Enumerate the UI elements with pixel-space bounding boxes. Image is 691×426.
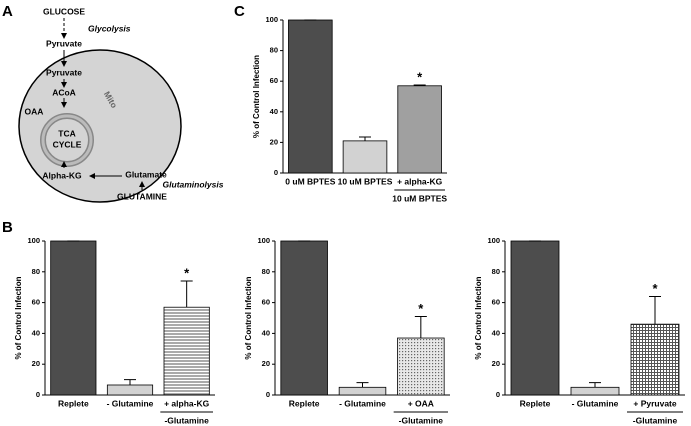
process-label: Glutaminolysis: [163, 179, 224, 189]
x-tick-label: Replete: [58, 398, 89, 408]
significance-marker: *: [652, 281, 658, 296]
x-tick-label: - Glutamine: [572, 398, 619, 408]
node-label: Pyruvate: [46, 38, 82, 48]
y-tick-label: 40: [270, 107, 278, 116]
bar: [397, 337, 445, 396]
error-bar: [124, 379, 136, 385]
y-tick-label: 60: [492, 298, 500, 307]
bar: [280, 240, 328, 396]
group-label: -Glutamine: [633, 415, 678, 425]
node-label: Pyruvate: [46, 67, 82, 77]
node-label: GLUCOSE: [43, 6, 85, 16]
node-label: OAA: [25, 106, 44, 116]
x-tick-label: - Glutamine: [107, 398, 154, 408]
x-tick-label: 0 uM BPTES: [285, 176, 335, 186]
node-label: Alpha-KG: [42, 170, 82, 180]
y-tick-label: 40: [262, 328, 270, 337]
bar: [338, 386, 387, 396]
bar: [288, 19, 333, 174]
bar: [106, 384, 154, 396]
cycle-label: CYCLE: [53, 139, 82, 149]
bar: [50, 240, 97, 396]
y-tick-label: 40: [492, 328, 500, 337]
bar: [630, 323, 680, 396]
y-tick-label: 100: [257, 236, 270, 245]
y-tick-label: 80: [492, 267, 500, 276]
y-tick-label: 60: [32, 298, 40, 307]
error-bar: [414, 315, 427, 339]
panel-label: B: [2, 219, 13, 236]
pathway-diagram: GLUCOSE Glycolysis Pyruvate Pyruvate ACo…: [18, 6, 224, 203]
x-tick-label: - Glutamine: [339, 398, 386, 408]
significance-marker: *: [417, 69, 423, 84]
bar: [510, 240, 560, 396]
y-axis-label: % of Control Infection: [14, 276, 23, 359]
x-tick-label: Replete: [520, 398, 551, 408]
panel-label: C: [234, 3, 245, 20]
x-tick-label: + alpha-KG: [397, 176, 442, 186]
bar: [570, 386, 620, 396]
y-axis-label: % of Control Infection: [252, 55, 261, 138]
x-tick-label: + alpha-KG: [164, 398, 209, 408]
y-tick-label: 20: [262, 359, 270, 368]
error-bar: [180, 280, 193, 308]
x-tick-label: + OAA: [408, 398, 434, 408]
y-tick-label: 100: [265, 15, 278, 24]
error-bar: [413, 84, 426, 86]
group-label: 10 uM BPTES: [392, 193, 447, 203]
y-tick-label: 80: [262, 267, 270, 276]
y-tick-label: 0: [496, 390, 500, 399]
y-tick-label: 40: [32, 328, 40, 337]
significance-marker: *: [418, 301, 424, 316]
y-tick-label: 60: [262, 298, 270, 307]
error-bar: [359, 136, 371, 141]
error-bar: [589, 382, 601, 388]
group-label: -Glutamine: [164, 415, 209, 425]
x-tick-label: + Pyruvate: [633, 398, 677, 408]
y-axis-label: % of Control Infection: [474, 276, 483, 359]
y-tick-label: 100: [27, 236, 40, 245]
cycle-label: TCA: [58, 128, 75, 138]
y-tick-label: 20: [32, 359, 40, 368]
y-tick-label: 80: [270, 46, 278, 55]
error-bar: [649, 295, 661, 325]
significance-marker: *: [184, 265, 190, 280]
panel-label: A: [2, 3, 13, 20]
node-label: GLUTAMINE: [117, 191, 167, 201]
x-tick-label: 10 uM BPTES: [338, 176, 393, 186]
y-axis-label: % of Control Infection: [244, 276, 253, 359]
node-label: Glutamate: [125, 169, 167, 179]
y-tick-label: 0: [274, 168, 278, 177]
node-label: ACoA: [52, 87, 76, 97]
process-label: Glycolysis: [88, 23, 131, 33]
y-tick-label: 80: [32, 267, 40, 276]
error-bar: [356, 382, 369, 388]
bar: [397, 85, 442, 174]
y-tick-label: 0: [36, 390, 40, 399]
y-tick-label: 20: [492, 359, 500, 368]
bar: [342, 140, 388, 174]
x-tick-label: Replete: [289, 398, 320, 408]
bar: [163, 306, 210, 396]
y-tick-label: 60: [270, 76, 278, 85]
y-tick-label: 0: [266, 390, 270, 399]
group-label: -Glutamine: [399, 415, 444, 425]
y-tick-label: 100: [487, 236, 500, 245]
y-tick-label: 20: [270, 137, 278, 146]
